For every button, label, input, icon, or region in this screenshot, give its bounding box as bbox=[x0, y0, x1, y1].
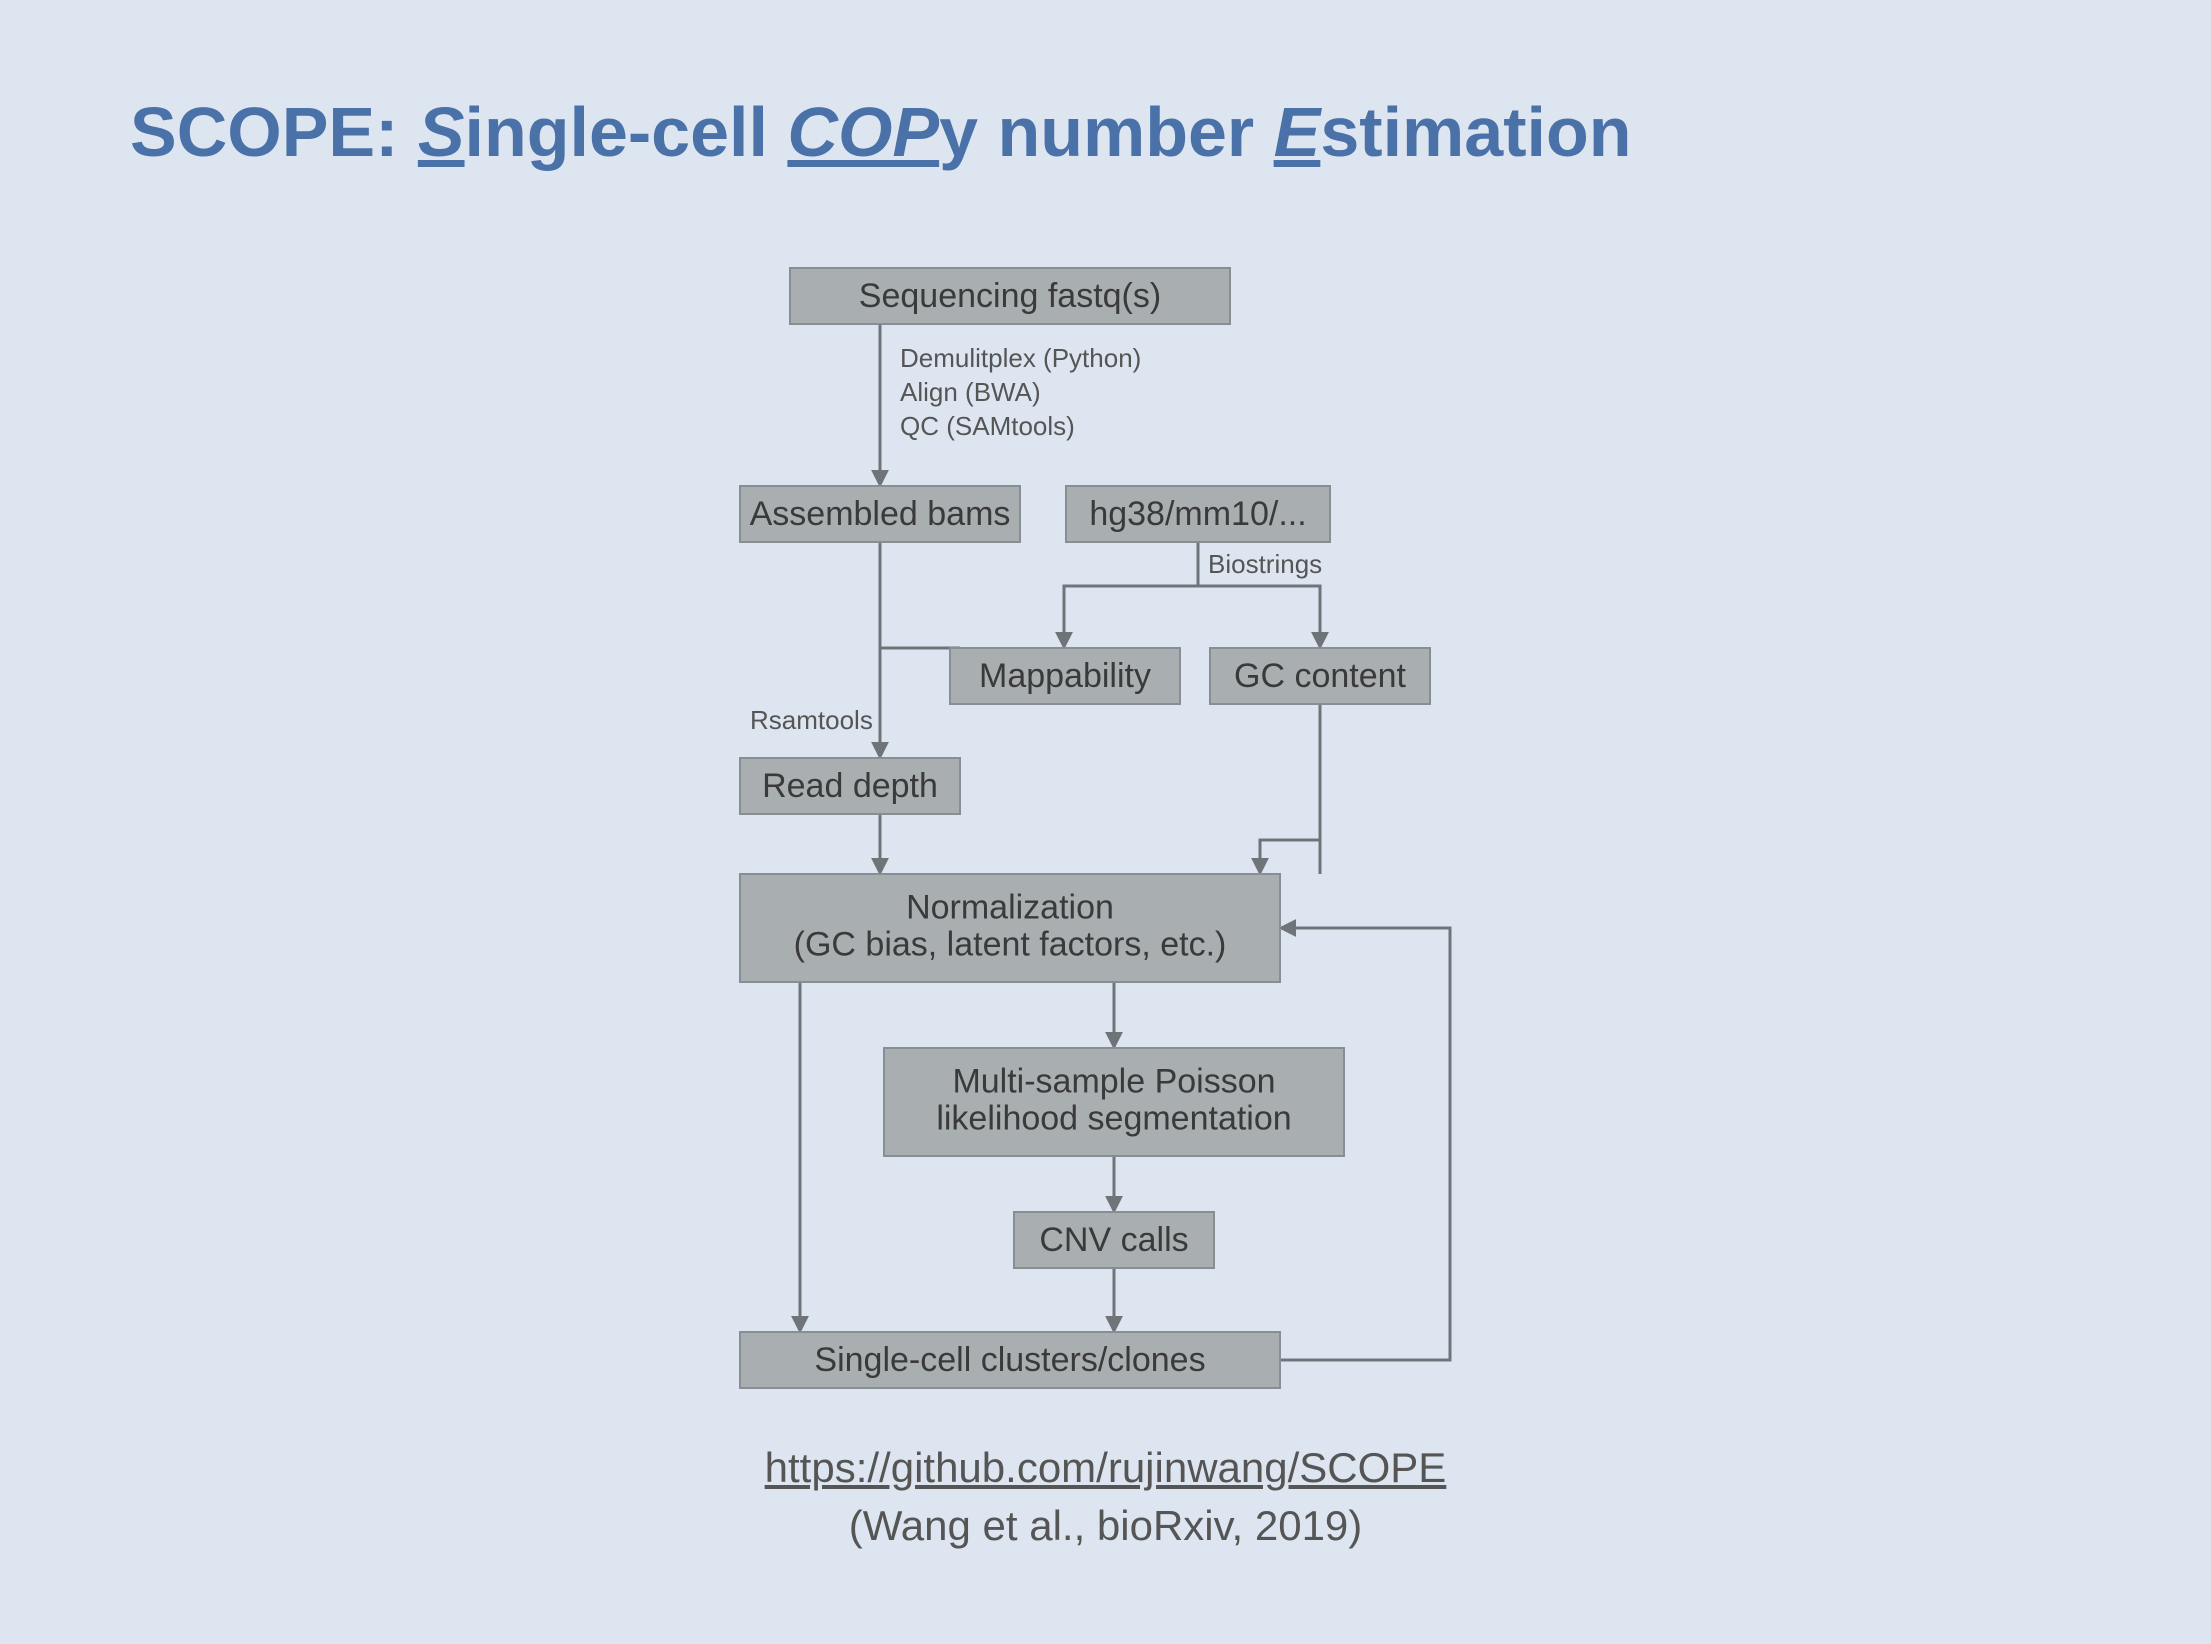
edge-label-align: Align (BWA) bbox=[900, 377, 1041, 407]
node-label-norm-line2: (GC bias, latent factors, etc.) bbox=[794, 926, 1227, 964]
node-label-cnv: CNV calls bbox=[1039, 1221, 1188, 1259]
edge-label-qc: QC (SAMtools) bbox=[900, 411, 1075, 441]
flowchart: Sequencing fastq(s) Assembled bams hg38/mm… bbox=[0, 0, 2211, 1644]
repo-link[interactable]: https://github.com/rujinwang/SCOPE bbox=[765, 1444, 1447, 1491]
node-label-bams: Assembled bams bbox=[750, 495, 1011, 533]
footer-citation: (Wang et al., bioRxiv, 2019) bbox=[0, 1502, 2211, 1550]
node-label-clusters: Single-cell clusters/clones bbox=[814, 1341, 1205, 1379]
edge-ref2 bbox=[1198, 586, 1320, 648]
edge-bams bbox=[880, 542, 960, 648]
footer-url-row: https://github.com/rujinwang/SCOPE bbox=[0, 1444, 2211, 1492]
node-label-norm-line1: Normalization bbox=[906, 888, 1114, 926]
node-label-seg-line1: Multi-sample Poisson bbox=[952, 1062, 1275, 1100]
node-label-gc: GC content bbox=[1234, 657, 1407, 695]
edge-ref bbox=[1064, 542, 1198, 648]
node-label-mapp: Mappability bbox=[979, 657, 1151, 695]
node-label-depth: Read depth bbox=[762, 767, 938, 805]
edge-label-demux: Demulitplex (Python) bbox=[900, 343, 1141, 373]
edge-gc bbox=[1260, 704, 1320, 874]
node-label-seg-line2: likelihood segmentation bbox=[936, 1100, 1291, 1138]
edge-label-biostr: Biostrings bbox=[1208, 549, 1322, 579]
node-label-fastq: Sequencing fastq(s) bbox=[859, 277, 1161, 315]
node-label-ref: hg38/mm10/... bbox=[1089, 495, 1306, 533]
edge-gc2 bbox=[1260, 704, 1320, 874]
edge-label-rsam: Rsamtools bbox=[750, 705, 873, 735]
